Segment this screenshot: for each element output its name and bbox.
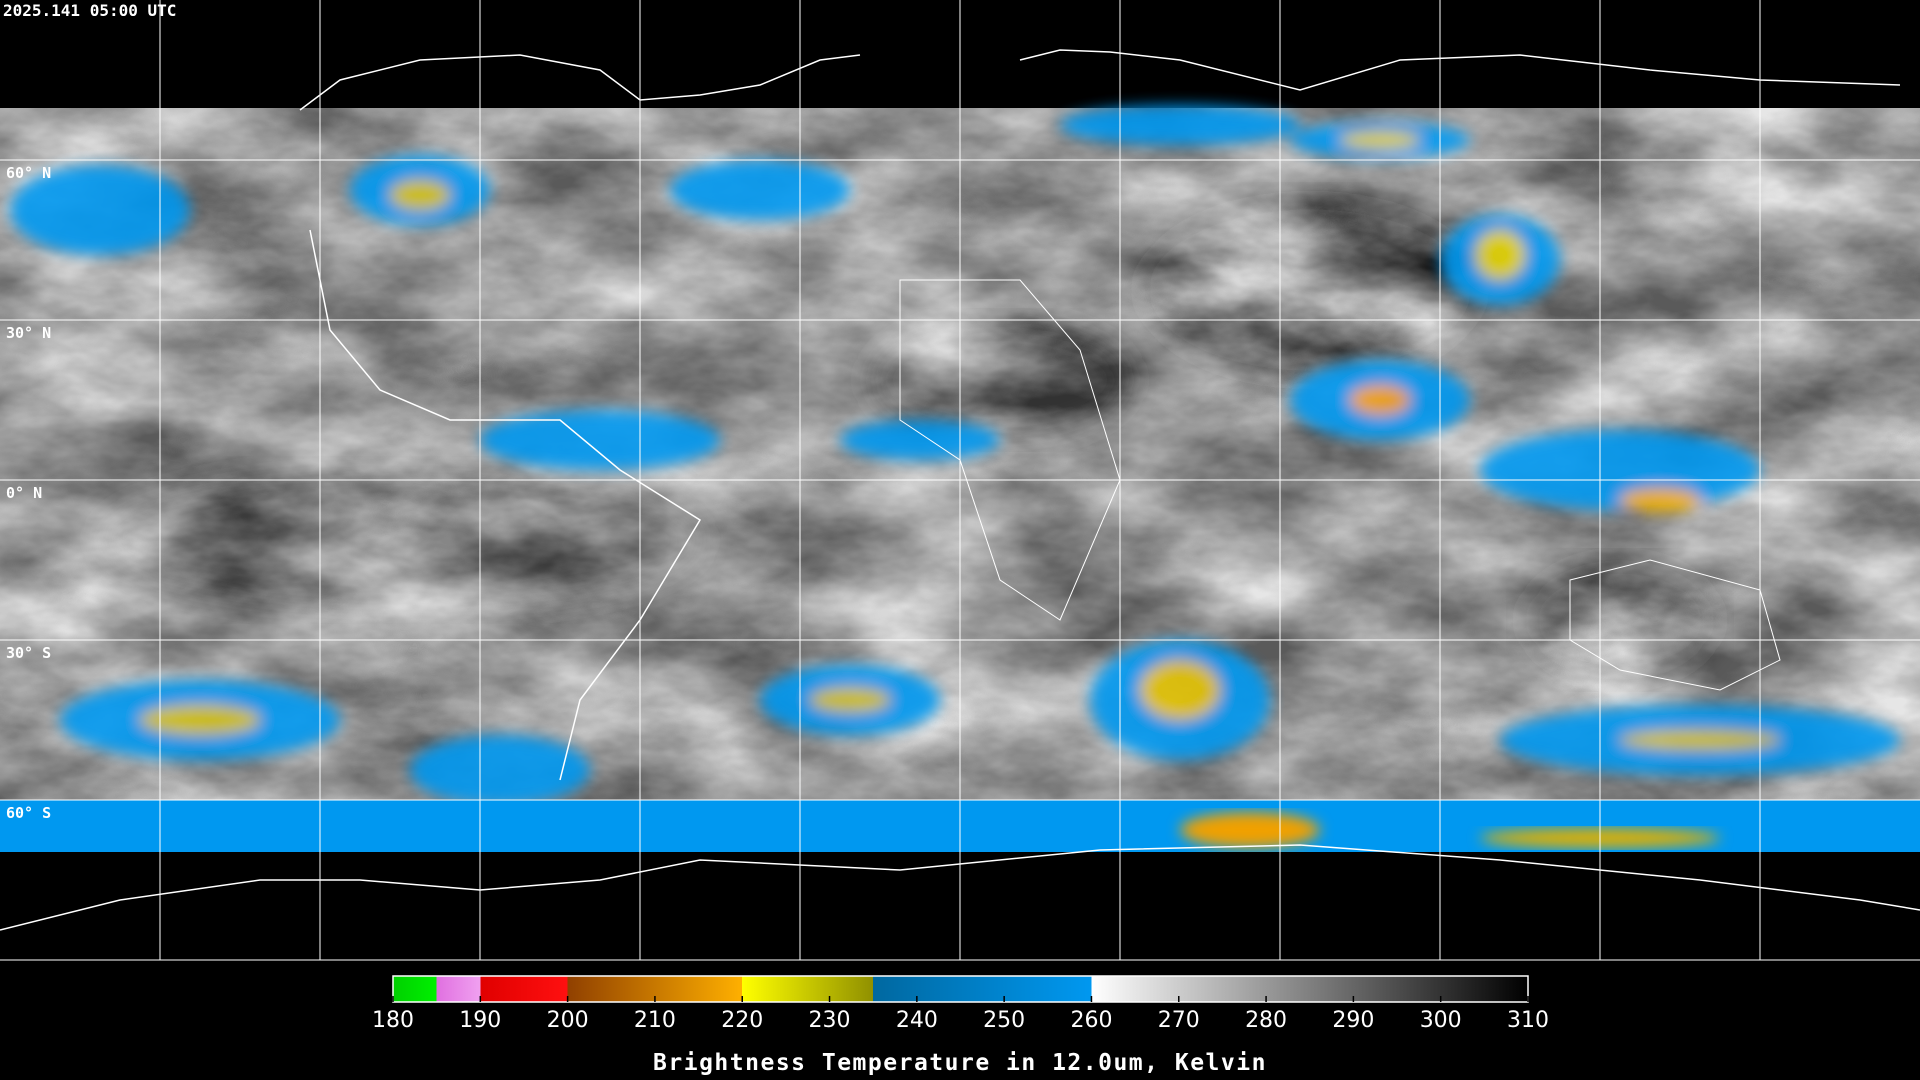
colorbar-tick-label: 230 [809, 1008, 851, 1033]
latitude-label: 0° N [6, 484, 42, 502]
colorbar-tick-label: 240 [896, 1008, 938, 1033]
colorbar-title: Brightness Temperature in 12.0um, Kelvin [653, 1050, 1267, 1076]
colorbar-tick-label: 180 [372, 1008, 414, 1033]
latitude-labels: 60° N 30° N 0° N 30° S 60° S [6, 164, 51, 822]
latitude-label: 30° N [6, 324, 51, 342]
colorbar: 180 190 200 210 220 230 240 250 260 270 280 290 300 3… [372, 975, 1549, 1033]
colorbar-tick-label: 260 [1070, 1008, 1112, 1033]
colorbar-fill [392, 975, 1529, 1003]
latitude-label: 30° S [6, 644, 51, 662]
colorbar-tick-label: 290 [1332, 1008, 1374, 1033]
colorbar-tick-label: 280 [1245, 1008, 1287, 1033]
colorbar-tick-label: 220 [721, 1008, 763, 1033]
graticule [0, 0, 1920, 961]
latitude-label: 60° S [6, 804, 51, 822]
colorbar-tick-label: 250 [983, 1008, 1025, 1033]
timestamp: 2025.141 05:00 UTC [3, 1, 176, 20]
colorbar-tick-label: 300 [1420, 1008, 1462, 1033]
colorbar-tick-label: 200 [547, 1008, 589, 1033]
latitude-label: 60° N [6, 164, 51, 182]
colorbar-tick-label: 270 [1158, 1008, 1200, 1033]
colorbar-tick-label: 210 [634, 1008, 676, 1033]
colorbar-tick-label: 310 [1507, 1008, 1549, 1033]
colorbar-tick-label: 190 [459, 1008, 501, 1033]
